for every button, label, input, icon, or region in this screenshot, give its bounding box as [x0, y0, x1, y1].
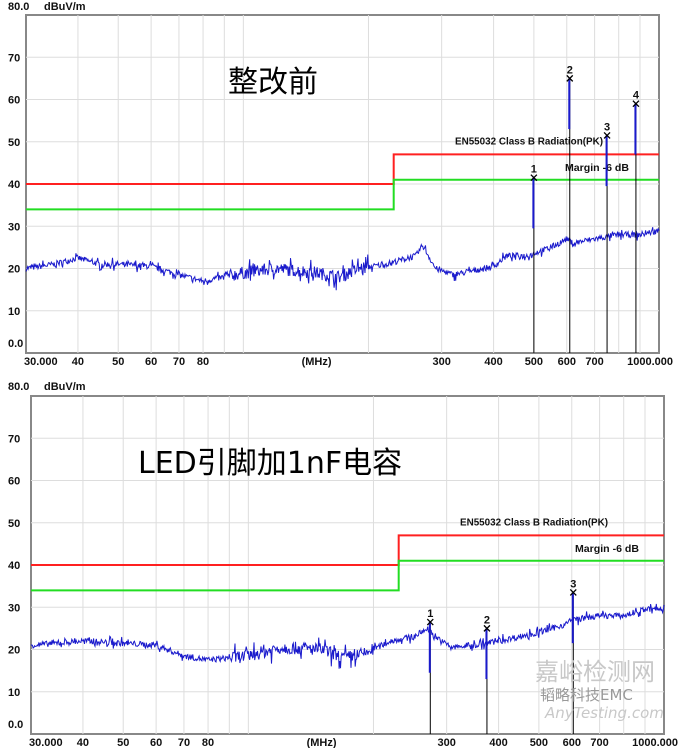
marker-x-icon — [603, 131, 611, 139]
x-tick-label: 500 — [525, 356, 543, 368]
x-tick-label: 40 — [72, 356, 84, 368]
x-tick-label: 70 — [178, 737, 190, 748]
marker-x-icon — [530, 174, 538, 182]
x-tick-label: 50 — [117, 737, 129, 748]
x-tick-label: 80 — [202, 737, 214, 748]
limit-line — [26, 153, 659, 185]
y-tick-label: 0.0 — [8, 338, 23, 350]
y-axis-unit: dBuV/m — [44, 1, 86, 13]
marker-x-icon — [566, 74, 574, 82]
chart-after: 80.0 dBuV/m 0.0 10 20 30 40 50 60 70 30.000 40 50 60 7… — [8, 381, 678, 748]
x-tick-label: 80 — [197, 356, 209, 368]
marker-label: 1 — [427, 608, 433, 620]
x-tick-label: 300 — [437, 737, 455, 748]
y-tick-label: 0.0 — [8, 719, 23, 731]
y-tick-label: 60 — [8, 95, 20, 107]
x-tick-label: 500 — [530, 737, 548, 748]
x-tick-label: 600 — [558, 356, 576, 368]
watermark-url: AnyTesting.com — [545, 704, 664, 722]
limit-line-label: Margin -6 dB — [575, 544, 639, 555]
marker-x-icon — [569, 589, 577, 596]
y-tick-label: 20 — [8, 264, 20, 276]
y-tick-label: 70 — [8, 52, 20, 64]
limit-line-label: EN55032 Class B Radiation(PK) — [455, 136, 603, 147]
x-tick-label: 30.000 — [29, 737, 63, 748]
x-tick-label: 70 — [173, 356, 185, 368]
marker-label: 4 — [633, 90, 640, 102]
y-tick-label: 40 — [8, 560, 20, 572]
emission-trace — [30, 603, 665, 669]
x-tick-label: 40 — [77, 737, 89, 748]
x-tick-label: 700 — [585, 356, 603, 368]
chart-title: LED引脚加1nF电容 — [138, 446, 402, 481]
y-tick-label: 40 — [8, 179, 20, 191]
y-axis-top-label: 80.0 — [8, 1, 29, 13]
marker-label: 1 — [531, 164, 537, 176]
marker-x-icon — [483, 624, 491, 632]
marker-label: 2 — [567, 64, 573, 76]
y-tick-label: 10 — [8, 306, 20, 318]
chart-before: 80.0 dBuV/m 0.0 10 20 30 40 50 60 70 30.000 40 50 60 7… — [8, 1, 673, 368]
x-axis-unit: (MHz) — [307, 737, 337, 748]
marker-x-icon — [632, 100, 640, 108]
y-axis-top-label: 80.0 — [8, 381, 29, 393]
y-tick-label: 30 — [8, 602, 20, 614]
marker-label: 2 — [484, 614, 490, 626]
x-tick-label: 300 — [432, 356, 450, 368]
limit-line — [26, 178, 659, 211]
x-tick-label: 1000.000 — [632, 737, 678, 748]
watermark-account: 韬略科技EMC — [540, 686, 633, 704]
x-tick-label: 60 — [150, 737, 162, 748]
x-tick-label: 1000.000 — [627, 356, 673, 368]
emission-trace — [25, 227, 660, 291]
watermark-site: 嘉峪检测网 — [535, 658, 655, 686]
marker-label: 3 — [604, 121, 610, 133]
y-axis-unit: dBuV/m — [44, 381, 86, 393]
y-tick-label: 70 — [8, 433, 20, 445]
chart-title: 整改前 — [228, 65, 318, 100]
y-tick-label: 10 — [8, 687, 20, 699]
x-tick-label: 700 — [590, 737, 608, 748]
limit-line — [31, 534, 664, 566]
limit-line-label: EN55032 Class B Radiation(PK) — [460, 517, 608, 528]
x-tick-label: 400 — [489, 737, 507, 748]
x-tick-label: 400 — [484, 356, 502, 368]
x-tick-label: 60 — [145, 356, 157, 368]
limit-line — [31, 559, 664, 592]
y-tick-label: 50 — [8, 137, 20, 149]
marker-label: 3 — [570, 578, 576, 590]
y-tick-label: 50 — [8, 518, 20, 530]
y-tick-label: 30 — [8, 221, 20, 233]
y-tick-label: 60 — [8, 476, 20, 488]
x-axis-unit: (MHz) — [302, 356, 332, 368]
x-tick-label: 600 — [563, 737, 581, 748]
x-tick-label: 50 — [112, 356, 124, 368]
y-tick-label: 20 — [8, 645, 20, 657]
limit-line-label: Margin -6 dB — [565, 163, 629, 174]
marker-x-icon — [426, 618, 434, 626]
x-tick-label: 30.000 — [24, 356, 58, 368]
